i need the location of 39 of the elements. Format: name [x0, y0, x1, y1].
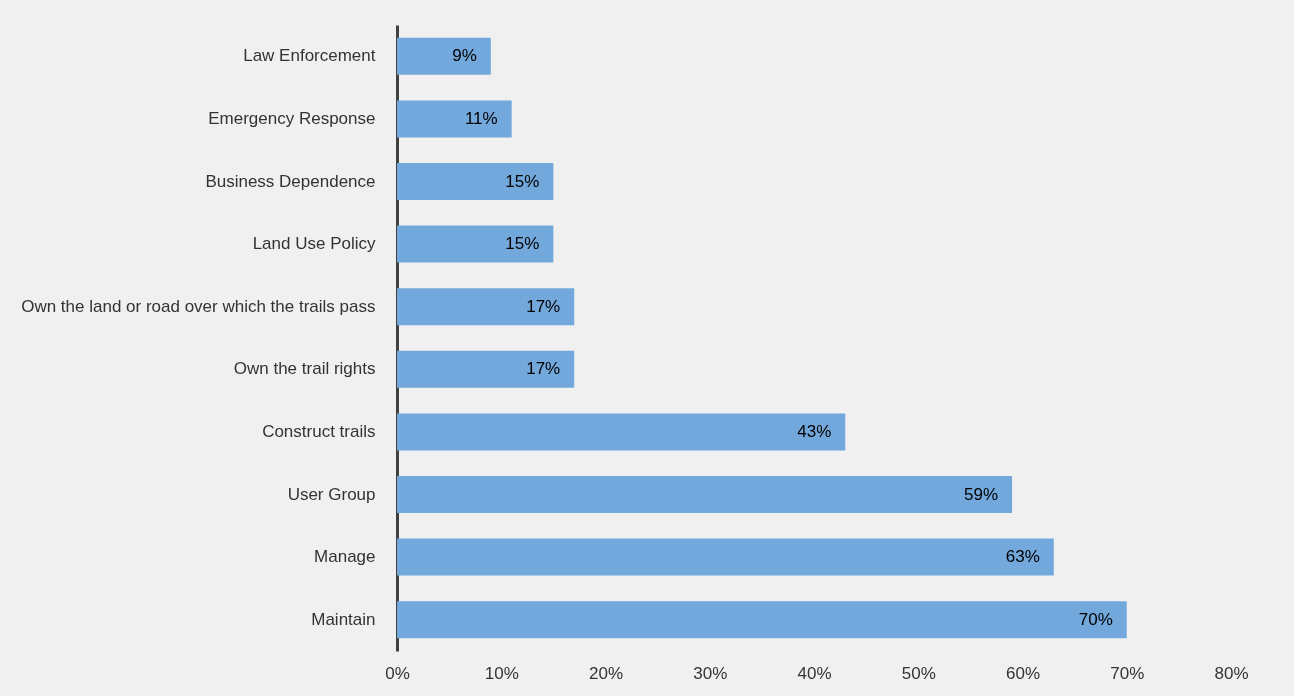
data-label: 59% [964, 484, 999, 504]
bar [397, 37, 491, 75]
data-label: 15% [505, 171, 540, 191]
x-tick-label: 80% [1214, 663, 1249, 683]
bar [397, 538, 1054, 576]
y-tick-label: Emergency Response [208, 108, 376, 128]
x-tick-label: 30% [693, 663, 728, 683]
data-label: 63% [1005, 547, 1040, 567]
bar [397, 476, 1013, 513]
data-label: 11% [464, 108, 498, 128]
y-tick-label: Business Dependence [205, 171, 376, 191]
bar [397, 225, 554, 263]
x-tick-label: 70% [1110, 663, 1145, 683]
data-label: 15% [505, 234, 540, 254]
data-label: 70% [1078, 609, 1113, 629]
y-tick-label: Maintain [311, 609, 376, 629]
x-tick-label: 40% [797, 663, 832, 683]
x-tick-label: 60% [1005, 663, 1041, 683]
y-tick-label: Manage [314, 547, 376, 567]
y-tick-label: Land Use Policy [252, 234, 376, 254]
y-tick-label: User Group [287, 484, 376, 504]
x-tick-label: 20% [588, 663, 624, 683]
data-label: 17% [526, 296, 561, 316]
x-tick-label: 0% [385, 663, 410, 683]
y-tick-label: Own the land or road over which the trails pass [21, 296, 376, 316]
data-label: 43% [797, 421, 832, 441]
bar [397, 163, 554, 200]
data-label: 17% [526, 359, 561, 379]
bar [397, 100, 512, 138]
x-tick-label: 10% [484, 663, 519, 683]
y-tick-label: Own the trail rights [233, 359, 376, 379]
bar [397, 601, 1127, 639]
y-tick-label: Law Enforcement [243, 46, 376, 66]
data-label: 9% [452, 46, 477, 66]
y-tick-label: Construct trails [262, 421, 376, 441]
bar [397, 350, 575, 388]
x-tick-label: 50% [901, 663, 936, 683]
bar [397, 288, 575, 326]
bar [397, 413, 846, 451]
